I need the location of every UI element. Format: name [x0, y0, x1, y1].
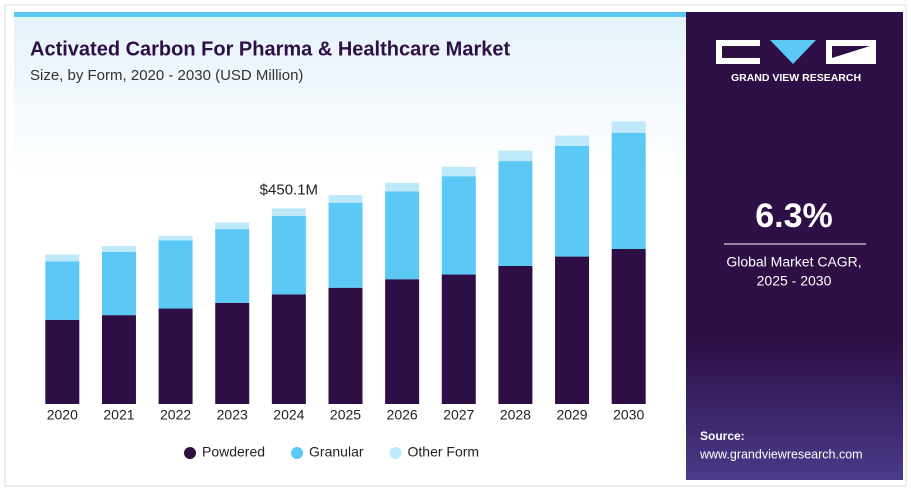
- source-url: www.grandviewresearch.com: [699, 447, 863, 461]
- cagr-period: 2025 - 2030: [757, 273, 832, 289]
- chart-subtitle: Size, by Form, 2020 - 2030 (USD Million): [30, 67, 303, 84]
- x-tick-label: 2022: [160, 407, 191, 423]
- sidebar: [686, 12, 903, 480]
- x-tick-label: 2029: [556, 407, 587, 423]
- bar-segment: [158, 240, 193, 309]
- bar-segment: [101, 251, 136, 316]
- bar-segment: [158, 308, 193, 404]
- bar-segment: [385, 279, 420, 404]
- bar-segment: [611, 121, 646, 133]
- bar-segment: [385, 191, 420, 280]
- x-tick-label: 2030: [613, 407, 644, 423]
- annotation: $450.1M: [260, 181, 318, 198]
- bar-segment: [271, 294, 306, 404]
- x-tick-label: 2023: [217, 407, 248, 423]
- bar-segment: [45, 254, 80, 262]
- bar-segment: [45, 261, 80, 320]
- bar-segment: [498, 150, 533, 162]
- bar-segment: [215, 222, 250, 230]
- bar-segment: [555, 256, 590, 404]
- bar-segment: [441, 176, 476, 275]
- bar-segment: [498, 161, 533, 266]
- x-tick-label: 2027: [443, 407, 474, 423]
- bar-segment: [441, 166, 476, 177]
- bar-segment: [555, 135, 590, 146]
- source-label: Source:: [700, 429, 745, 443]
- cagr-label: Global Market CAGR,: [726, 254, 861, 270]
- bar-segment: [611, 132, 646, 249]
- bar-segment: [328, 195, 363, 203]
- top-strip: [14, 12, 686, 17]
- bar-segment: [611, 249, 646, 404]
- x-tick-label: 2020: [47, 407, 78, 423]
- brand: GRAND VIEW RESEARCH: [731, 72, 861, 84]
- bar-segment: [45, 319, 80, 404]
- bar-segment: [328, 202, 363, 288]
- legend-marker: [291, 447, 304, 459]
- legend-marker: [389, 447, 402, 459]
- cagr-value: 6.3%: [755, 197, 833, 235]
- logo: [716, 40, 876, 64]
- bar-segment: [385, 182, 420, 192]
- bar-segment: [101, 315, 136, 404]
- x-tick-label: 2021: [103, 407, 134, 423]
- bar-segment: [271, 208, 306, 216]
- x-tick-label: 2025: [330, 407, 361, 423]
- x-tick-label: 2028: [500, 407, 531, 423]
- bar-segment: [158, 235, 193, 241]
- bar-segment: [215, 302, 250, 404]
- x-tick-label: 2024: [273, 407, 304, 423]
- bar-segment: [555, 145, 590, 257]
- legend-marker: [184, 447, 196, 459]
- legend-label: Granular: [309, 444, 364, 460]
- bar-segment: [271, 215, 306, 295]
- bar-segment: [498, 266, 533, 404]
- bar-segment: [101, 246, 136, 252]
- chart-title: Activated Carbon For Pharma & Healthcare…: [30, 38, 510, 60]
- bar-segment: [328, 287, 363, 404]
- legend-label: Powdered: [202, 444, 265, 460]
- bar-segment: [441, 274, 476, 404]
- x-tick-label: 2026: [387, 407, 418, 423]
- bar-segment: [215, 229, 250, 303]
- legend-label: Other Form: [408, 444, 480, 460]
